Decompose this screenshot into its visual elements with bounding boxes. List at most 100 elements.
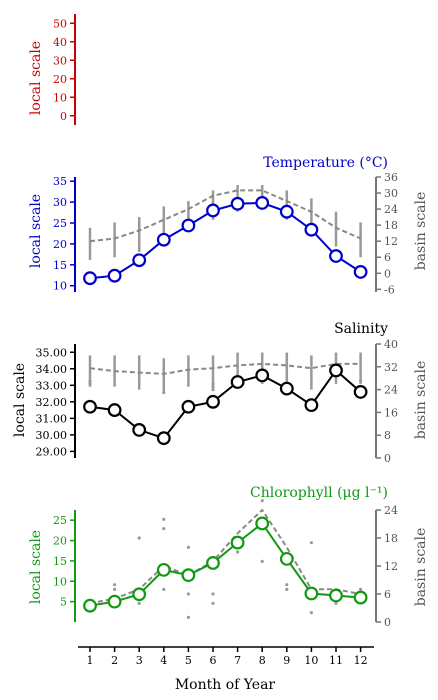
panel-3: 5 10 15 20 25 0 6 12 18 24 xyxy=(53,499,398,629)
local-series-line xyxy=(89,368,362,440)
panel-title-chlorophyll: Chlorophyll (μg l⁻¹) xyxy=(250,485,388,501)
panel1-left-axis-label: local scale xyxy=(28,194,44,268)
local-point xyxy=(230,375,245,389)
right-axis-tick-label: 32 xyxy=(384,361,398,374)
local-point xyxy=(230,535,245,550)
basin-point xyxy=(236,550,240,554)
local-point xyxy=(107,268,122,283)
x-axis-tick-label: 11 xyxy=(329,654,343,667)
left-axis-tick-label: 50 xyxy=(53,17,67,30)
local-point xyxy=(329,363,343,378)
x-axis-tick-label: 7 xyxy=(234,654,241,667)
local-series-line xyxy=(89,201,362,280)
x-axis-tick-label: 2 xyxy=(111,654,118,667)
right-axis-tick-label: 6 xyxy=(384,588,391,601)
local-point xyxy=(279,204,294,219)
basin-point xyxy=(359,379,363,383)
local-point xyxy=(206,556,220,570)
right-axis-tick-label: 30 xyxy=(384,187,398,200)
right-axis-tick-label: 16 xyxy=(384,406,398,419)
basin-point xyxy=(88,379,92,383)
basin-point xyxy=(186,592,190,596)
right-axis-tick-label: 24 xyxy=(384,203,398,216)
right-axis-tick-label: 40 xyxy=(384,338,398,351)
right-axis-tick-label: 12 xyxy=(384,235,398,248)
local-point xyxy=(255,368,270,383)
left-axis-tick-label: 10 xyxy=(53,280,67,293)
right-axis-tick-label: 24 xyxy=(384,384,398,397)
basin-point xyxy=(334,601,338,605)
local-point xyxy=(329,588,343,603)
local-point xyxy=(304,398,319,413)
right-axis-tick-label: 0 xyxy=(384,267,391,280)
left-axis-tick-label: 33.00 xyxy=(36,379,68,392)
basin-point xyxy=(260,559,264,563)
panel1-right-axis-label: basin scale xyxy=(413,192,429,271)
x-axis-tick-label: 8 xyxy=(259,654,266,667)
local-point xyxy=(132,423,147,437)
left-axis-tick-label: 31.00 xyxy=(36,412,68,425)
panel2-right-axis-label: basin scale xyxy=(413,361,429,440)
basin-point xyxy=(162,390,166,395)
basin-point xyxy=(137,601,141,605)
left-axis-tick-label: 35 xyxy=(53,175,67,188)
basin-point xyxy=(211,592,215,596)
basin-point xyxy=(186,545,190,549)
left-axis-tick-label: 29.00 xyxy=(36,445,68,458)
local-point xyxy=(181,399,196,414)
local-point xyxy=(279,381,294,396)
left-axis-tick-label: 32.00 xyxy=(36,396,68,409)
local-point xyxy=(304,222,319,237)
left-axis-tick-label: 40 xyxy=(53,36,67,49)
left-axis-tick-label: 15 xyxy=(53,259,67,272)
local-point xyxy=(206,394,220,409)
local-point xyxy=(353,590,368,605)
x-axis-label: Month of Year xyxy=(175,677,276,693)
local-point xyxy=(181,568,196,583)
left-axis-tick-label: 20 xyxy=(53,73,67,86)
basin-series-line xyxy=(89,508,361,605)
right-axis-tick-label: 8 xyxy=(384,429,391,442)
basin-point xyxy=(113,587,117,591)
basin-point xyxy=(162,587,166,591)
basin-series-line xyxy=(89,362,361,375)
x-axis-tick-label: 5 xyxy=(185,654,192,667)
x-axis: 1 2 3 4 5 6 7 8 9 10 11 12 xyxy=(78,646,374,667)
panel3-right-axis-label: basin scale xyxy=(413,528,429,607)
local-point xyxy=(255,196,270,210)
right-axis-tick-label: -6 xyxy=(384,283,395,296)
right-axis-tick-label: 6 xyxy=(384,251,391,264)
x-axis-tick-label: 6 xyxy=(210,654,217,667)
left-axis-tick-label: 20 xyxy=(53,535,67,548)
left-axis-tick-label: 10 xyxy=(53,575,67,588)
basin-point xyxy=(88,382,92,386)
right-axis-tick-label: 0 xyxy=(384,452,391,465)
local-point xyxy=(107,403,122,417)
basin-point xyxy=(285,583,289,587)
right-axis-tick-label: 12 xyxy=(384,560,398,573)
panel-1: 10 15 20 25 30 35 -6 0 6 12 18 24 30 36 xyxy=(53,171,398,296)
left-axis-tick-label: 15 xyxy=(53,555,67,568)
x-axis-tick-label: 4 xyxy=(160,654,167,667)
local-point xyxy=(156,431,171,446)
local-point xyxy=(107,594,122,609)
local-point xyxy=(83,271,97,286)
basin-point xyxy=(359,587,363,591)
panel2-left-axis-label: local scale xyxy=(12,363,28,437)
basin-series-line xyxy=(89,189,361,243)
local-point xyxy=(132,253,147,268)
x-axis-tick-label: 12 xyxy=(354,654,368,667)
right-axis-tick-label: 24 xyxy=(384,504,398,517)
left-axis-tick-label: 0 xyxy=(60,110,67,123)
local-point xyxy=(156,562,171,577)
local-point xyxy=(156,232,171,247)
local-point xyxy=(329,249,343,263)
left-axis-tick-label: 5 xyxy=(60,596,67,609)
x-axis-tick-label: 1 xyxy=(87,654,94,667)
basin-point xyxy=(211,601,215,605)
right-axis-tick-label: 18 xyxy=(384,532,398,545)
basin-point xyxy=(186,615,190,619)
basin-point xyxy=(162,517,166,521)
local-point xyxy=(181,218,196,233)
panel-title-temperature: Temperature (°C) xyxy=(263,155,388,171)
